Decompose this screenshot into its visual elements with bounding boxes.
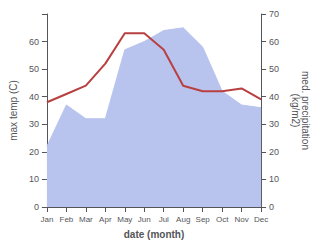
svg-text:Mar: Mar (79, 215, 93, 224)
svg-text:40: 40 (29, 92, 39, 102)
svg-text:40: 40 (269, 92, 279, 102)
svg-text:10: 10 (29, 174, 39, 184)
svg-text:(kg/m2): (kg/m2) (290, 94, 301, 128)
svg-text:Oct: Oct (216, 215, 229, 224)
svg-text:Feb: Feb (59, 215, 73, 224)
svg-text:Jun: Jun (138, 215, 151, 224)
svg-text:Apr: Apr (99, 215, 112, 224)
svg-text:70: 70 (269, 9, 279, 19)
svg-text:50: 50 (269, 64, 279, 74)
svg-text:Jan: Jan (40, 215, 53, 224)
svg-text:50: 50 (29, 64, 39, 74)
svg-text:0: 0 (269, 202, 274, 212)
svg-text:60: 60 (29, 37, 39, 47)
svg-text:60: 60 (269, 37, 279, 47)
svg-text:Jul: Jul (159, 215, 169, 224)
svg-text:med. precipitation: med. precipitation (299, 71, 311, 150)
svg-text:date (month): date (month) (124, 229, 185, 240)
svg-text:20: 20 (269, 147, 279, 157)
svg-text:Aug: Aug (176, 215, 190, 224)
svg-text:0: 0 (34, 202, 39, 212)
svg-text:max temp (C): max temp (C) (8, 80, 19, 141)
svg-text:30: 30 (269, 119, 279, 129)
svg-text:10: 10 (269, 174, 279, 184)
svg-text:Nov: Nov (235, 215, 249, 224)
svg-text:30: 30 (29, 119, 39, 129)
svg-text:20: 20 (29, 147, 39, 157)
svg-text:Dec: Dec (254, 215, 268, 224)
svg-text:Sep: Sep (196, 215, 211, 224)
svg-text:May: May (117, 215, 132, 224)
